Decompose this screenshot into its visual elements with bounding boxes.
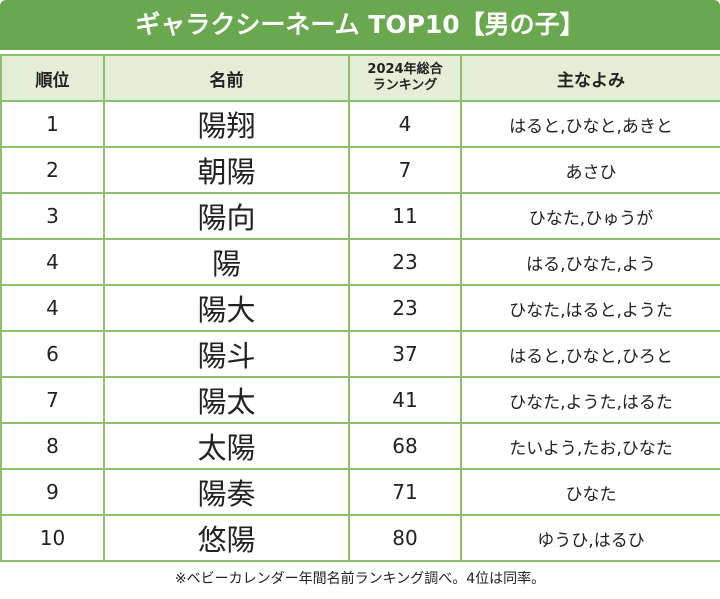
name-cell: 悠陽 [103, 514, 350, 562]
table-row: 2 朝陽 7 あさひ [0, 146, 720, 194]
rank-cell: 6 [0, 330, 105, 378]
num-cell: 37 [348, 330, 462, 378]
name-cell: 陽大 [103, 284, 350, 332]
read-cell: あさひ [460, 146, 720, 194]
ranking-table: 順位 名前 2024年総合 ランキング 主なよみ 1 陽翔 4 はると,ひなと,あきと 2 朝陽 7… [0, 54, 720, 562]
table-row: 4 陽大 23 ひなた,はると,ようた [0, 284, 720, 332]
table-row: 10 悠陽 80 ゆうひ,はるひ [0, 514, 720, 562]
name-cell: 朝陽 [103, 146, 350, 194]
num-cell: 23 [348, 238, 462, 286]
name-cell: 陽向 [103, 192, 350, 240]
num-cell: 11 [348, 192, 462, 240]
header-cell: 2024年総合 ランキング [348, 54, 462, 102]
num-cell: 4 [348, 100, 462, 148]
rank-cell: 4 [0, 238, 105, 286]
read-cell: ひなた [460, 468, 720, 516]
num-cell: 41 [348, 376, 462, 424]
num-cell: 7 [348, 146, 462, 194]
table-row: 9 陽奏 71 ひなた [0, 468, 720, 516]
name-cell: 陽太 [103, 376, 350, 424]
table-body: 1 陽翔 4 はると,ひなと,あきと 2 朝陽 7 あさひ 3 陽向 11 ひなた,ひゅうが 4 陽 23 は… [0, 100, 720, 562]
rank-cell: 9 [0, 468, 105, 516]
header-cell: 順位 [0, 54, 105, 102]
name-cell: 陽翔 [103, 100, 350, 148]
name-cell: 陽 [103, 238, 350, 286]
name-cell: 太陽 [103, 422, 350, 470]
read-cell: ひなた,はると,ようた [460, 284, 720, 332]
rank-cell: 2 [0, 146, 105, 194]
read-cell: ひなた,ひゅうが [460, 192, 720, 240]
table-row: 8 太陽 68 たいよう,たお,ひなた [0, 422, 720, 470]
rank-cell: 3 [0, 192, 105, 240]
header-cell: 主なよみ [460, 54, 720, 102]
title: ギャラクシーネーム TOP10【男の子】 [0, 0, 720, 50]
read-cell: はると,ひなと,あきと [460, 100, 720, 148]
read-cell: はると,ひなと,ひろと [460, 330, 720, 378]
header-cell: 名前 [103, 54, 350, 102]
num-cell: 80 [348, 514, 462, 562]
name-cell: 陽奏 [103, 468, 350, 516]
rank-cell: 4 [0, 284, 105, 332]
read-cell: ゆうひ,はるひ [460, 514, 720, 562]
num-cell: 68 [348, 422, 462, 470]
read-cell: たいよう,たお,ひなた [460, 422, 720, 470]
table-row: 6 陽斗 37 はると,ひなと,ひろと [0, 330, 720, 378]
header-line: ランキング [372, 78, 438, 93]
header-row: 順位 名前 2024年総合 ランキング 主なよみ [0, 54, 720, 102]
num-cell: 23 [348, 284, 462, 332]
read-cell: はる,ひなた,よう [460, 238, 720, 286]
rank-cell: 8 [0, 422, 105, 470]
read-cell: ひなた,ようた,はるた [460, 376, 720, 424]
num-cell: 71 [348, 468, 462, 516]
rank-cell: 10 [0, 514, 105, 562]
table-row: 3 陽向 11 ひなた,ひゅうが [0, 192, 720, 240]
table-row: 1 陽翔 4 はると,ひなと,あきと [0, 100, 720, 148]
header-line: 2024年総合 [367, 62, 443, 77]
table-row: 4 陽 23 はる,ひなた,よう [0, 238, 720, 286]
table-row: 7 陽太 41 ひなた,ようた,はるた [0, 376, 720, 424]
name-cell: 陽斗 [103, 330, 350, 378]
rank-cell: 7 [0, 376, 105, 424]
footnote: ※ベビーカレンダー年間名前ランキング調べ。4位は同率。 [174, 571, 546, 587]
rank-cell: 1 [0, 100, 105, 148]
